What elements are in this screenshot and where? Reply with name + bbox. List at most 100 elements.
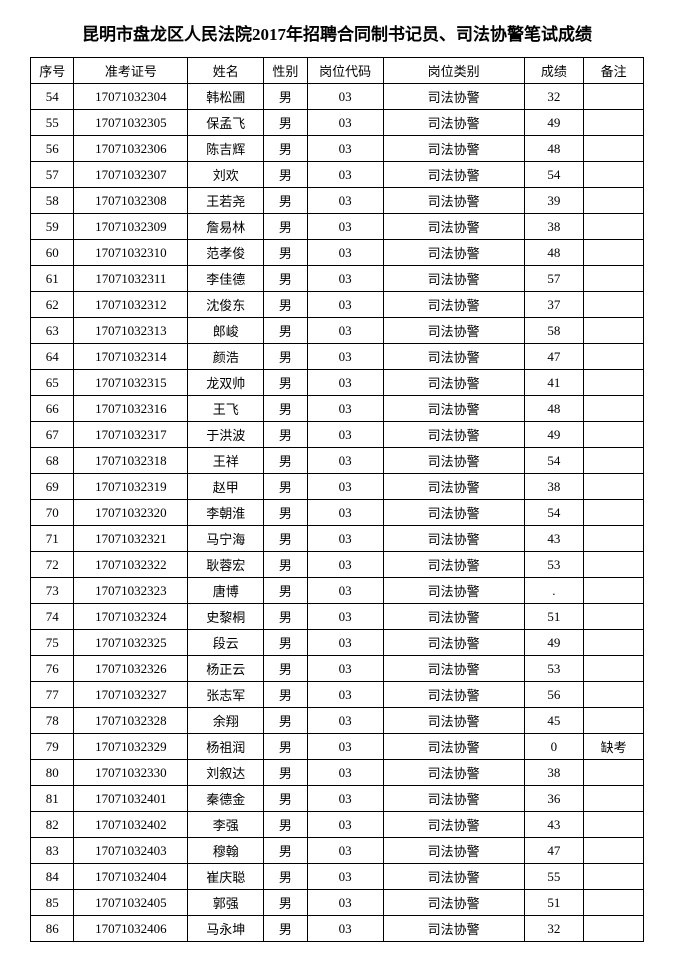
table-cell [584, 448, 644, 474]
table-cell: 58 [524, 318, 584, 344]
table-row: 8517071032405郭强男03司法协警51 [31, 890, 644, 916]
table-row: 6817071032318王祥男03司法协警54 [31, 448, 644, 474]
table-cell: 17071032319 [74, 474, 188, 500]
table-row: 6017071032310范孝俊男03司法协警48 [31, 240, 644, 266]
table-cell: 03 [307, 578, 383, 604]
table-cell: 55 [31, 110, 74, 136]
table-cell: 司法协警 [383, 422, 524, 448]
table-cell: 段云 [188, 630, 264, 656]
table-cell: 男 [264, 760, 307, 786]
col-header-seq: 序号 [31, 58, 74, 84]
table-cell: 68 [31, 448, 74, 474]
table-cell: 51 [524, 890, 584, 916]
table-cell: 17071032329 [74, 734, 188, 760]
table-row: 7217071032322耿蓉宏男03司法协警53 [31, 552, 644, 578]
table-cell: 男 [264, 266, 307, 292]
table-cell: 03 [307, 214, 383, 240]
table-cell: 17071032318 [74, 448, 188, 474]
table-cell [584, 396, 644, 422]
table-row: 6317071032313郎峻男03司法协警58 [31, 318, 644, 344]
table-cell [584, 370, 644, 396]
table-cell: 司法协警 [383, 552, 524, 578]
table-cell: 83 [31, 838, 74, 864]
table-cell: 男 [264, 474, 307, 500]
table-cell: 17071032401 [74, 786, 188, 812]
table-cell [584, 916, 644, 942]
table-row: 8417071032404崔庆聪男03司法协警55 [31, 864, 644, 890]
table-row: 7717071032327张志军男03司法协警56 [31, 682, 644, 708]
table-row: 5517071032305保孟飞男03司法协警49 [31, 110, 644, 136]
table-cell: 49 [524, 630, 584, 656]
table-cell: 03 [307, 656, 383, 682]
table-cell: 75 [31, 630, 74, 656]
table-cell: 男 [264, 890, 307, 916]
table-cell: 男 [264, 240, 307, 266]
table-cell: 77 [31, 682, 74, 708]
table-cell: 03 [307, 500, 383, 526]
col-header-name: 姓名 [188, 58, 264, 84]
table-cell: . [524, 578, 584, 604]
table-row: 5917071032309詹易林男03司法协警38 [31, 214, 644, 240]
table-cell: 43 [524, 812, 584, 838]
table-cell: 男 [264, 656, 307, 682]
table-header-row: 序号 准考证号 姓名 性别 岗位代码 岗位类别 成绩 备注 [31, 58, 644, 84]
table-cell [584, 864, 644, 890]
table-cell: 马宁海 [188, 526, 264, 552]
table-cell: 司法协警 [383, 292, 524, 318]
table-cell: 司法协警 [383, 604, 524, 630]
table-cell [584, 838, 644, 864]
table-cell: 48 [524, 396, 584, 422]
table-cell: 男 [264, 916, 307, 942]
table-cell: 69 [31, 474, 74, 500]
table-cell: 穆翰 [188, 838, 264, 864]
table-cell [584, 890, 644, 916]
table-cell: 张志军 [188, 682, 264, 708]
table-cell: 17071032324 [74, 604, 188, 630]
table-cell: 司法协警 [383, 266, 524, 292]
table-cell: 17071032311 [74, 266, 188, 292]
table-cell: 郭强 [188, 890, 264, 916]
table-cell: 司法协警 [383, 474, 524, 500]
table-cell: 17071032315 [74, 370, 188, 396]
table-cell [584, 188, 644, 214]
table-cell: 03 [307, 448, 383, 474]
table-cell: 03 [307, 760, 383, 786]
table-cell: 王若尧 [188, 188, 264, 214]
table-cell: 司法协警 [383, 318, 524, 344]
table-cell: 39 [524, 188, 584, 214]
table-cell [584, 136, 644, 162]
table-cell: 59 [31, 214, 74, 240]
table-cell [584, 214, 644, 240]
table-cell: 74 [31, 604, 74, 630]
page-title: 昆明市盘龙区人民法院2017年招聘合同制书记员、司法协警笔试成绩 [30, 20, 644, 45]
table-cell [584, 162, 644, 188]
table-cell: 男 [264, 214, 307, 240]
table-cell: 03 [307, 84, 383, 110]
table-cell: 49 [524, 422, 584, 448]
table-cell: 03 [307, 708, 383, 734]
table-cell: 司法协警 [383, 630, 524, 656]
table-cell: 司法协警 [383, 656, 524, 682]
table-cell: 于洪波 [188, 422, 264, 448]
table-cell: 杨祖润 [188, 734, 264, 760]
table-cell: 84 [31, 864, 74, 890]
table-cell: 司法协警 [383, 84, 524, 110]
table-cell: 17071032317 [74, 422, 188, 448]
table-cell: 03 [307, 370, 383, 396]
table-cell: 43 [524, 526, 584, 552]
table-cell: 王祥 [188, 448, 264, 474]
table-cell: 66 [31, 396, 74, 422]
table-cell: 詹易林 [188, 214, 264, 240]
table-cell: 男 [264, 396, 307, 422]
table-cell: 47 [524, 344, 584, 370]
table-cell: 保孟飞 [188, 110, 264, 136]
table-cell: 17071032405 [74, 890, 188, 916]
table-cell: 64 [31, 344, 74, 370]
table-cell: 86 [31, 916, 74, 942]
table-row: 5717071032307刘欢男03司法协警54 [31, 162, 644, 188]
table-cell: 57 [524, 266, 584, 292]
table-row: 8317071032403穆翰男03司法协警47 [31, 838, 644, 864]
table-cell: 男 [264, 734, 307, 760]
table-cell: 03 [307, 162, 383, 188]
table-cell: 男 [264, 682, 307, 708]
